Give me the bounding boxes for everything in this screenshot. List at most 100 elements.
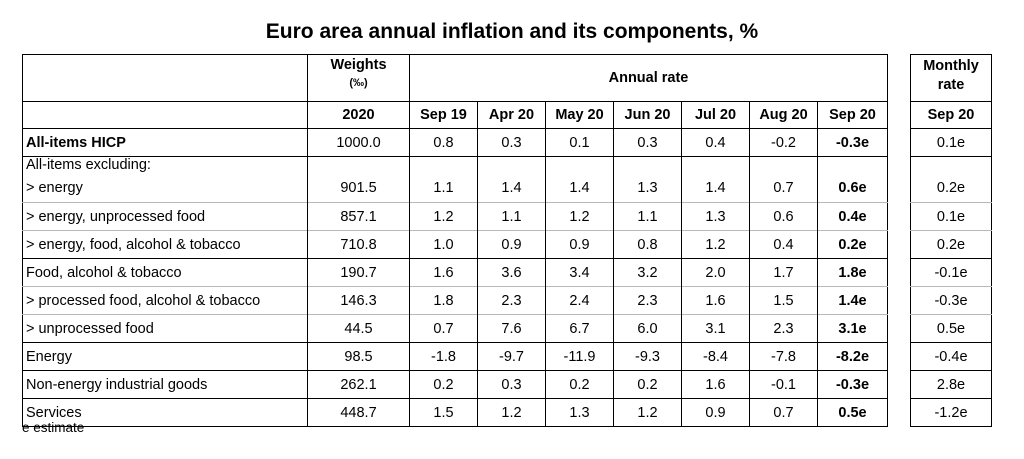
rate-cell: -9.3 [613,342,682,371]
rate-cell: 0.1 [545,128,614,157]
rate-cell [749,156,818,174]
monthly-row: 0.1e [910,202,992,231]
monthly-label-line2: rate [937,77,965,93]
rate-cell: 0.8 [613,230,682,259]
rate-cell: 1.2 [477,398,546,427]
monthly-header-row-1: Monthly rate [911,55,992,102]
rate-cell: 1.3 [681,202,750,231]
rate-cell: 7.6 [477,314,546,343]
month-header: Jul 20 [681,101,750,129]
latest-rate-cell: 3.1e [817,314,888,343]
table-row: > unprocessed food 44.5 0.7 7.6 6.7 6.0 3.1 2.3… [22,314,888,343]
footnote: e estimate [22,420,85,435]
row-label: > energy [22,174,308,203]
rate-cell: 0.2 [613,370,682,399]
row-label: > processed food, alcohol & tobacco [22,286,308,315]
table-row: All-items HICP 1000.0 0.8 0.3 0.1 0.3 0.4 -0.2-… [22,128,888,157]
weights-header: Weights (‰) [307,54,410,102]
monthly-rate-cell: 0.1e [910,202,992,231]
latest-rate-cell: -0.3e [817,370,888,399]
latest-rate-cell: -0.3e [817,128,888,157]
rate-cell: 0.9 [545,230,614,259]
rate-cell: -11.9 [545,342,614,371]
row-label: > unprocessed food [22,314,308,343]
table-body: All-items HICP 1000.0 0.8 0.3 0.1 0.3 0.4 -0.2-… [22,128,888,427]
latest-rate-cell: 0.4e [817,202,888,231]
table-row: Services 448.7 1.5 1.2 1.3 1.2 0.9 0.7 0.5e [22,398,888,427]
inflation-table: Weights (‰) Annual rate 2020 Sep 19 Apr … [22,54,888,427]
row-label: All-items excluding: [22,156,308,174]
rate-cell: 1.1 [409,174,478,203]
rate-cell: 1.4 [681,174,750,203]
weight-cell: 1000.0 [307,128,410,157]
rate-cell: 1.6 [409,258,478,287]
table-row: > processed food, alcohol & tobacco 146.3… [22,286,888,315]
rate-cell: 1.6 [681,370,750,399]
latest-rate-cell: 1.8e [817,258,888,287]
monthly-row: -0.3e [910,286,992,315]
weights-label: Weights [330,57,387,73]
month-header: Jun 20 [613,101,682,129]
rate-cell: -9.7 [477,342,546,371]
rate-cell [545,156,614,174]
rate-cell: 0.3 [613,128,682,157]
rate-cell: 1.2 [409,202,478,231]
table-row: Non-energy industrial goods 262.1 0.2 0.3 0.… [22,370,888,399]
latest-rate-cell: 0.2e [817,230,888,259]
rate-cell: -0.2 [749,128,818,157]
rate-cell: 3.2 [613,258,682,287]
rate-cell [681,156,750,174]
rate-cell: 0.9 [681,398,750,427]
weight-cell: 901.5 [307,174,410,203]
rate-cell: 0.3 [477,128,546,157]
table-row: Energy 98.5 -1.8 -9.7 -11.9 -9.3 -8.4 -7.8 -8.2e [22,342,888,371]
rate-cell: 0.2 [409,370,478,399]
rate-cell: 0.4 [681,128,750,157]
row-label: Food, alcohol & tobacco [22,258,308,287]
monthly-month: Sep 20 [910,101,992,129]
rate-cell: 1.3 [613,174,682,203]
rate-cell: -1.8 [409,342,478,371]
monthly-rate-cell: -1.2e [910,398,992,427]
month-header: Aug 20 [749,101,818,129]
table-row: > energy, food, alcohol & tobacco 710.8 1.… [22,230,888,259]
rate-cell: 3.1 [681,314,750,343]
header-empty-cell-2 [22,101,308,129]
rate-cell: 0.4 [749,230,818,259]
rate-cell: 1.6 [681,286,750,315]
header-row-2: 2020 Sep 19 Apr 20 May 20 Jun 20 Jul 20 … [22,101,888,129]
rate-cell: 1.1 [613,202,682,231]
weight-cell: 262.1 [307,370,410,399]
weights-unit: (‰) [349,77,368,89]
monthly-row: -0.1e [910,258,992,287]
table-row: All-items excluding: [22,156,888,174]
weights-year: 2020 [307,101,410,129]
header-row-1: Weights (‰) Annual rate [22,54,888,102]
monthly-row: -1.2e [910,398,992,427]
weight-cell: 448.7 [307,398,410,427]
latest-rate-cell [817,156,888,174]
row-label: All-items HICP [22,128,308,157]
rate-cell: 1.5 [749,286,818,315]
monthly-row [910,156,992,174]
row-label: Services [22,398,308,427]
rate-cell: 1.2 [613,398,682,427]
rate-cell: 1.5 [409,398,478,427]
rate-cell: 6.7 [545,314,614,343]
rate-cell: 1.0 [409,230,478,259]
weight-cell: 98.5 [307,342,410,371]
rate-cell [477,156,546,174]
weight-cell [307,156,410,174]
month-header: Apr 20 [477,101,546,129]
monthly-rate-cell: -0.3e [910,286,992,315]
rate-cell: 3.6 [477,258,546,287]
annual-rate-header: Annual rate [608,70,689,86]
monthly-rate-header: Monthly rate [911,55,992,102]
rate-cell: 1.2 [681,230,750,259]
monthly-rate-cell: 0.2e [910,230,992,259]
latest-rate-cell: 1.4e [817,286,888,315]
rate-cell: 1.2 [545,202,614,231]
rate-cell: 2.3 [749,314,818,343]
rate-cell: 2.4 [545,286,614,315]
rate-cell: 1.3 [545,398,614,427]
